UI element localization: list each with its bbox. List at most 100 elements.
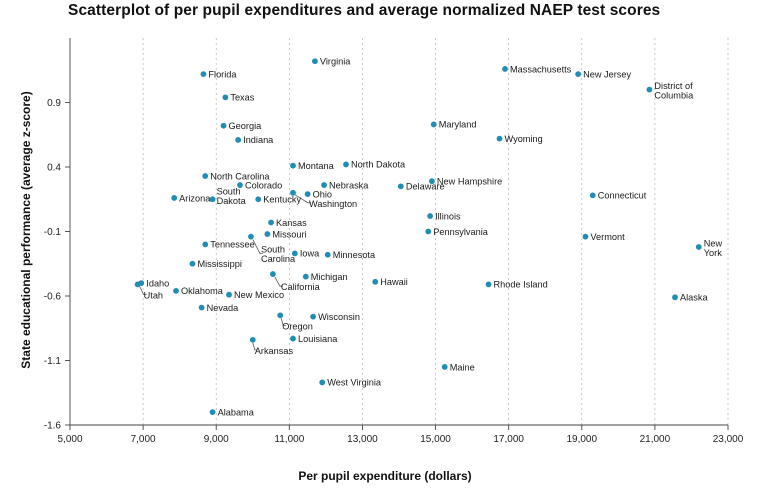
label-rhode-island: Rhode Island: [494, 280, 548, 290]
point-hawaii: [372, 278, 379, 285]
point-minnesota: [324, 251, 331, 258]
leader-oregon: [280, 318, 287, 326]
label-west-virginia: West Virginia: [327, 378, 382, 388]
leader-washington: [294, 194, 311, 204]
point-missouri: [264, 231, 271, 237]
x-tick-label: 23,000: [713, 434, 744, 445]
point-maryland: [430, 121, 437, 128]
x-tick-label: 15,000: [420, 434, 451, 445]
label-washington: Washington: [309, 199, 357, 209]
point-wyoming: [496, 135, 503, 142]
point-rhode-island: [485, 281, 492, 288]
label-kansas: Kansas: [276, 218, 307, 228]
x-tick-label: 21,000: [640, 434, 671, 445]
x-tick-label: 9,000: [204, 434, 229, 445]
x-tick-label: 5,000: [57, 434, 82, 445]
label-missouri: Missouri: [272, 229, 306, 239]
point-illinois: [427, 213, 433, 219]
point-michigan: [302, 273, 309, 280]
point-south-dakota: [209, 196, 216, 203]
point-alaska: [672, 294, 678, 301]
y-tick-label: 0.9: [47, 98, 61, 109]
point-connecticut: [589, 192, 596, 199]
point-arizona: [171, 195, 178, 201]
point-wisconsin: [310, 313, 316, 320]
point-new-jersey: [575, 71, 582, 78]
y-tick-label: -0.1: [44, 227, 62, 238]
point-oregon: [277, 312, 284, 319]
label-iowa: Iowa: [300, 249, 320, 259]
label-indiana: Indiana: [243, 135, 274, 145]
point-west-virginia: [319, 379, 326, 386]
label-mississippi: Mississippi: [197, 259, 241, 269]
point-district-of-columbia: [646, 86, 653, 93]
label-alabama: Alabama: [218, 407, 255, 417]
point-new-hampshire: [429, 178, 435, 185]
point-virginia: [312, 58, 318, 65]
point-delaware: [397, 183, 404, 190]
x-tick-label: 13,000: [347, 434, 378, 445]
point-massachusetts: [502, 66, 508, 72]
leader-lines: [139, 194, 311, 351]
label-kentucky: Kentucky: [263, 195, 301, 205]
point-new-york: [695, 244, 702, 250]
axes: 5,000 7,000 9,000 11,000 13,000 15,000 17,000 1…: [44, 38, 744, 445]
label-north-dakota: North Dakota: [351, 160, 406, 170]
label-virginia: Virginia: [320, 57, 351, 67]
point-florida: [200, 71, 207, 78]
y-tick-label: -1.1: [44, 356, 62, 367]
label-new-york: New York: [704, 238, 723, 258]
leader-california: [274, 276, 283, 287]
label-vermont: Vermont: [590, 232, 625, 242]
leader-south-carolina: [252, 239, 263, 255]
label-maine: Maine: [450, 362, 475, 372]
label-north-carolina: North Carolina: [210, 171, 270, 181]
label-colorado: Colorado: [245, 180, 282, 190]
y-tick-label: -0.6: [44, 292, 62, 303]
point-kentucky: [255, 196, 262, 203]
label-pennsylvania: Pennsylvania: [433, 227, 489, 237]
point-mississippi: [189, 260, 196, 267]
x-tick-label: 7,000: [131, 434, 156, 445]
leader-arkansas: [252, 342, 258, 351]
point-kansas: [268, 219, 274, 226]
label-ohio: Ohio: [313, 189, 332, 199]
label-new-jersey: New Jersey: [583, 69, 631, 79]
point-north-carolina: [202, 173, 209, 179]
label-connecticut: Connecticut: [598, 191, 647, 201]
point-nevada: [198, 304, 205, 311]
label-michigan: Michigan: [311, 272, 348, 282]
y-tick-label: 0.4: [47, 163, 61, 174]
point-oklahoma: [173, 287, 179, 294]
point-pennsylvania: [425, 228, 432, 235]
point-california: [269, 271, 276, 277]
label-massachusetts: Massachusetts: [510, 64, 572, 74]
label-district-of-columbia: District of Columbia: [654, 81, 694, 101]
point-nebraska: [321, 182, 327, 188]
label-maryland: Maryland: [439, 120, 477, 130]
point-labels: Virginia Massachusetts Florida New Jersey Di…: [144, 57, 723, 418]
label-tennessee: Tennessee: [210, 240, 254, 250]
point-tennessee: [202, 241, 209, 248]
label-minnesota: Minnesota: [333, 250, 376, 260]
label-arizona: Arizona: [179, 193, 211, 203]
label-alaska: Alaska: [680, 293, 708, 303]
label-arkansas: Arkansas: [255, 346, 294, 356]
label-new-mexico: New Mexico: [234, 290, 284, 300]
label-oregon: Oregon: [282, 321, 313, 331]
point-georgia: [220, 122, 227, 129]
point-washington: [290, 189, 296, 196]
x-tick-label: 17,000: [493, 434, 524, 445]
label-idaho: Idaho: [146, 278, 169, 288]
label-south-carolina: South Carolina: [261, 245, 296, 265]
label-wisconsin: Wisconsin: [318, 312, 360, 322]
label-delaware: Delaware: [406, 182, 445, 192]
x-axis-title: Per pupil expenditure (dollars): [298, 469, 471, 483]
label-nebraska: Nebraska: [329, 180, 369, 190]
x-tick-label: 19,000: [566, 434, 597, 445]
chart-title: Scatterplot of per pupil expenditures an…: [68, 2, 661, 19]
point-ohio: [304, 191, 311, 197]
point-colorado: [237, 182, 243, 188]
point-new-mexico: [226, 291, 232, 298]
